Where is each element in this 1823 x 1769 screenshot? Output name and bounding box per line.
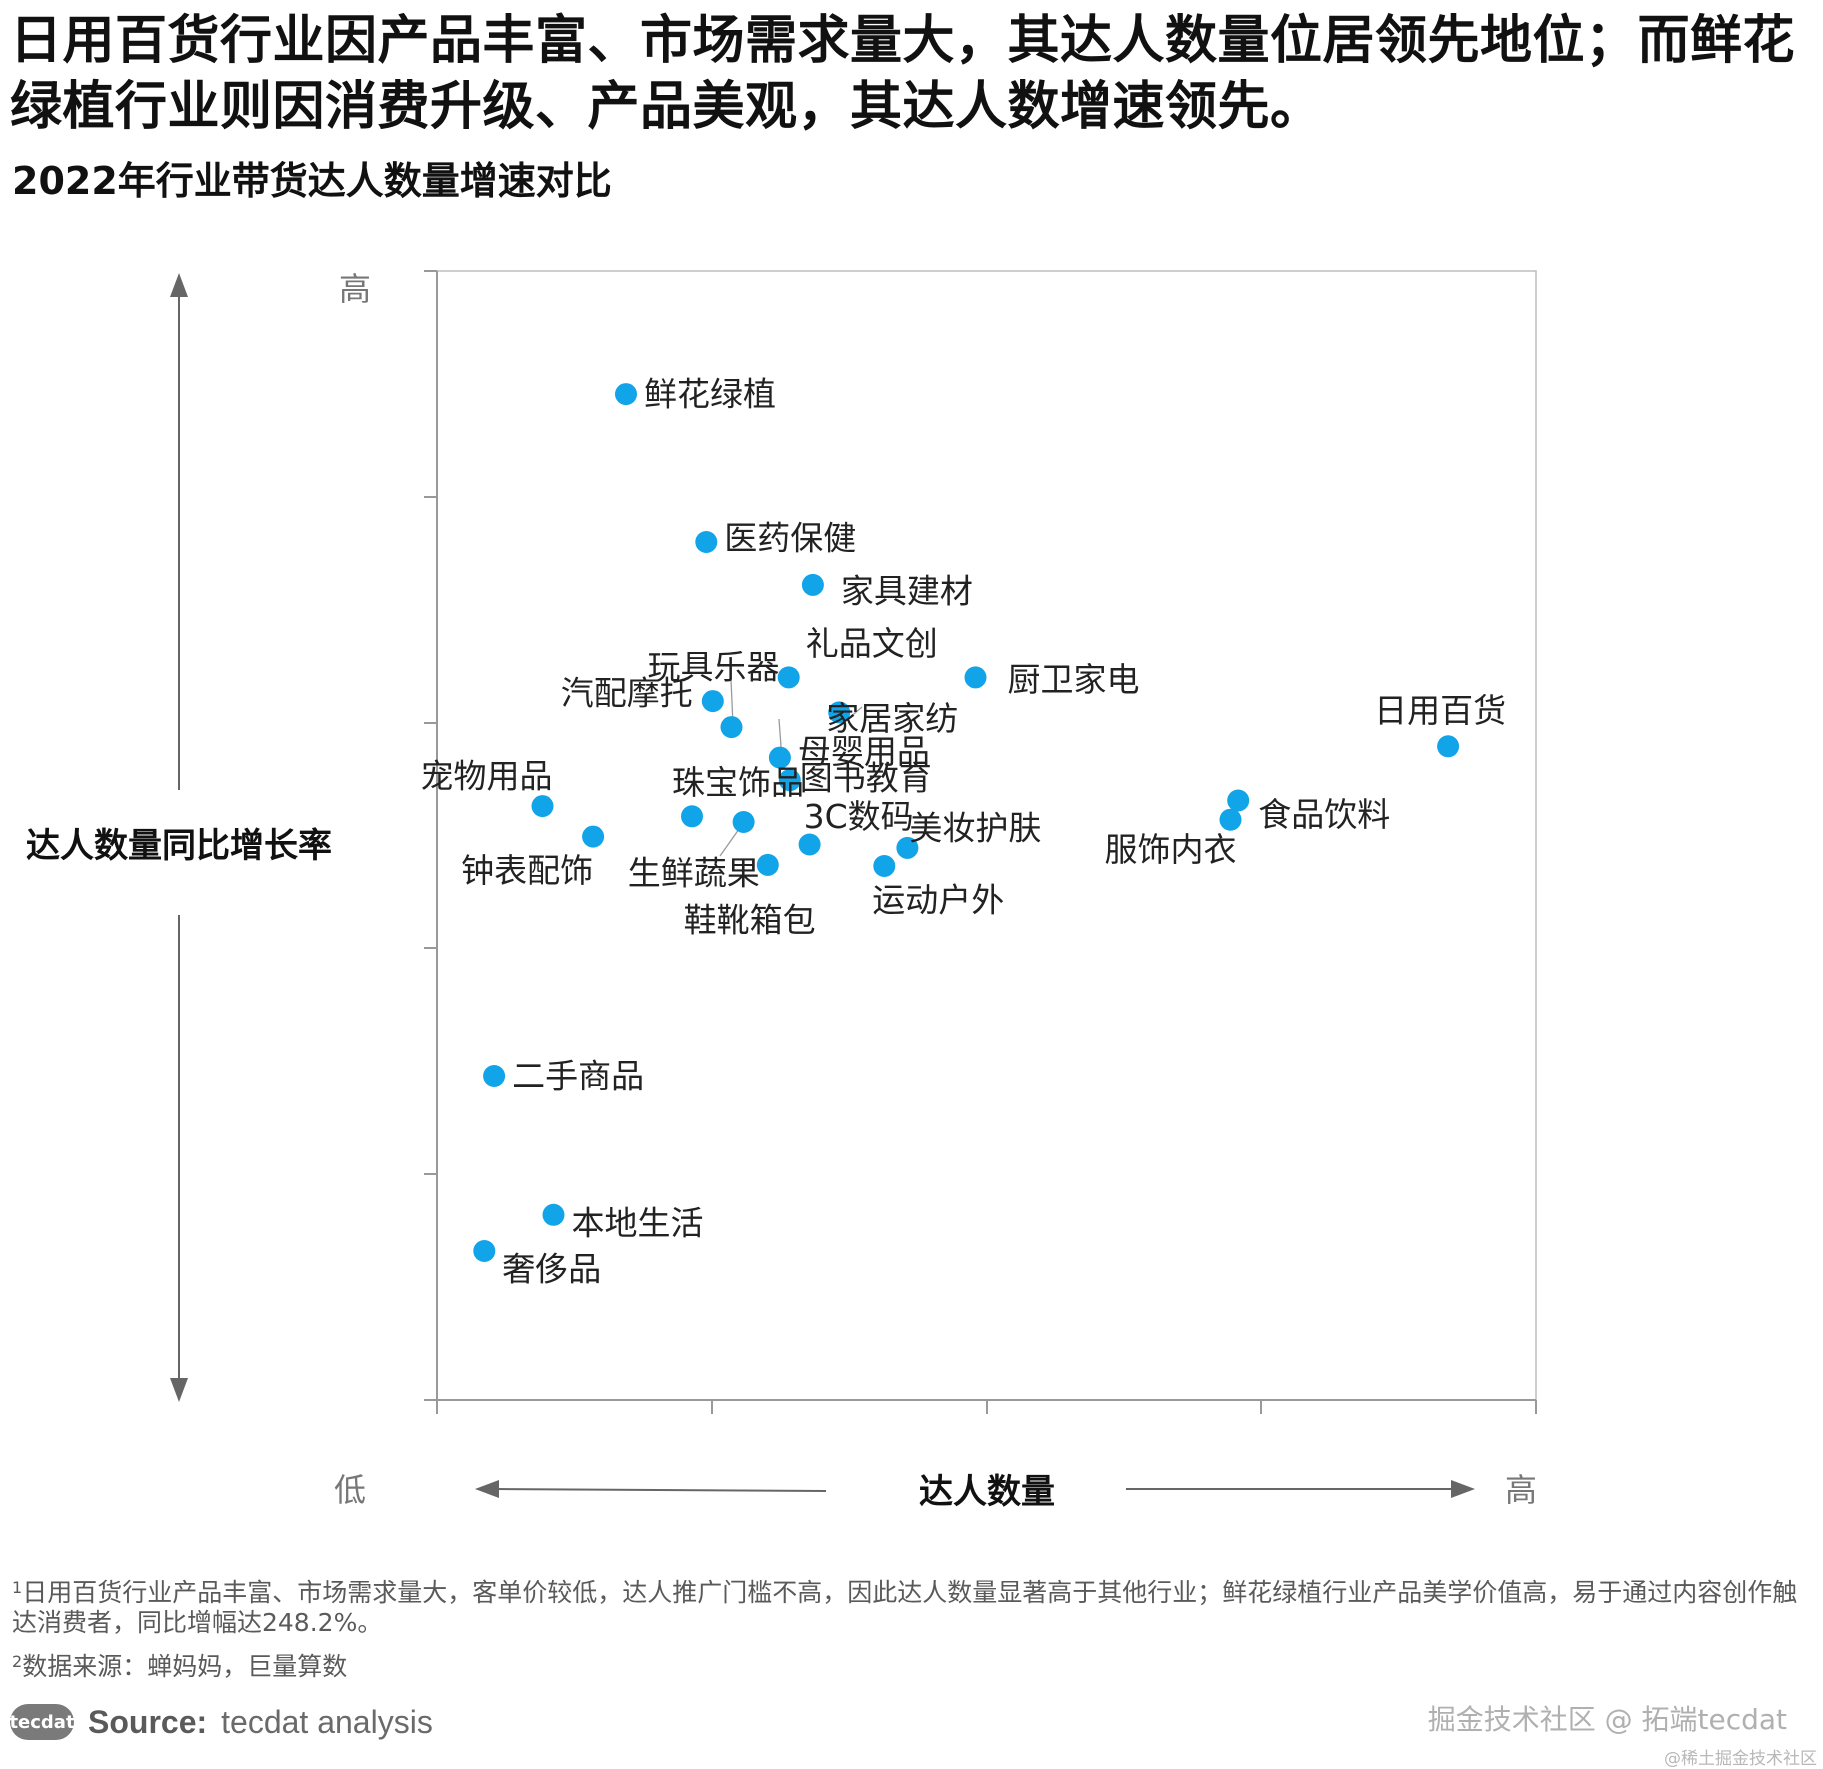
data-label: 母婴用品 (798, 732, 930, 771)
data-label: 3C数码 (804, 797, 914, 836)
data-point (1227, 789, 1250, 812)
data-point (798, 833, 821, 856)
data-label: 家居家纺 (826, 699, 958, 738)
data-label: 厨卫家电 (1008, 660, 1140, 699)
footnote-1-text: 日用百货行业产品丰富、市场需求量大，客单价较低，达人推广门槛不高，因此达人数量显… (12, 1578, 1798, 1637)
data-point (695, 531, 718, 553)
data-label: 礼品文创 (806, 624, 938, 663)
data-point (801, 573, 824, 596)
data-point (615, 383, 637, 406)
data-label: 日用百货 (1374, 691, 1506, 730)
x-axis-low-label: 低 (334, 1471, 366, 1509)
data-label: 宠物用品 (421, 757, 553, 796)
y-axis-high-label: 高 (339, 270, 371, 308)
data-point (531, 795, 554, 818)
y-axis-arrow (170, 273, 188, 1402)
data-label: 珠宝饰品 (672, 763, 804, 802)
tecdat-logo: tecdat (9, 1704, 75, 1740)
data-point (483, 1065, 506, 1087)
data-label: 生鲜蔬果 (628, 853, 760, 892)
x-axis-high-label: 高 (1505, 1471, 1537, 1509)
data-label: 汽配摩托 (561, 674, 693, 713)
footnote-2: 2数据来源：蝉妈妈，巨量算数 (12, 1652, 1812, 1682)
watermark: 掘金技术社区 @ 拓端tecdat (1427, 1703, 1787, 1736)
data-point (681, 805, 703, 828)
x-axis-label: 达人数量 (919, 1472, 1055, 1512)
y-axis-label: 达人数量同比增长率 (26, 826, 332, 866)
data-point (756, 853, 779, 876)
data-point (778, 769, 801, 792)
data-label: 本地生活 (572, 1203, 704, 1242)
data-point (542, 1203, 565, 1226)
x-ticks (436, 1400, 1537, 1414)
data-label: 服饰内衣 (1105, 830, 1237, 869)
data-point (473, 1240, 496, 1262)
data-label: 鞋靴箱包 (684, 901, 816, 940)
data-label: 鲜花绿植 (644, 375, 776, 414)
headline: 日用百货行业因产品丰富、市场需求量大，其达人数量位居领先地位；而鲜花绿植行业则因… (10, 11, 1796, 137)
data-point (701, 690, 724, 713)
data-label: 食品饮料 (1258, 795, 1390, 834)
data-point (1437, 735, 1460, 758)
data-point (768, 746, 791, 769)
data-label: 钟表配饰 (461, 851, 593, 890)
data-label: 运动户外 (872, 881, 1004, 920)
footnotes: 1日用百货行业产品丰富、市场需求量大，客单价较低，达人推广门槛不高，因此达人数量… (12, 1578, 1812, 1696)
source-text: tecdat analysis (221, 1703, 433, 1740)
footnote-1: 1日用百货行业产品丰富、市场需求量大，客单价较低，达人推广门槛不高，因此达人数量… (12, 1578, 1812, 1638)
y-ticks (424, 270, 437, 1401)
data-label: 二手商品 (512, 1057, 644, 1096)
chart-subtitle: 2022年行业带货达人数量增速对比 (12, 159, 612, 203)
footnote-1-marker: 1 (12, 1578, 23, 1597)
x-axis-arrow (475, 1480, 1475, 1498)
scatter-chart: 达人数量同比增长率 高 低 达人数量 高 鲜花绿植医药保健家具建材礼品文创厨卫家… (26, 270, 1537, 1512)
source-line: tecdat Source: tecdat analysis (9, 1700, 433, 1744)
footnote-2-marker: 2 (12, 1652, 23, 1671)
data-point (828, 701, 851, 724)
watermark-small: @稀土掘金技术社区 (1664, 1749, 1817, 1769)
data-point (964, 666, 987, 689)
data-label: 奢侈品 (502, 1250, 601, 1289)
data-point (582, 825, 605, 848)
source-label: Source: (88, 1703, 208, 1740)
data-point (732, 811, 755, 833)
data-label: 图书教育 (800, 759, 932, 798)
data-point (1219, 808, 1242, 831)
data-points (473, 383, 1460, 1262)
data-label: 玩具乐器 (648, 648, 780, 687)
data-point (873, 855, 896, 877)
data-point (720, 716, 743, 739)
data-point (777, 666, 800, 689)
data-label: 美妆护肤 (909, 808, 1041, 847)
data-label: 家具建材 (841, 571, 973, 610)
data-label: 医药保健 (724, 519, 856, 558)
footnote-2-text: 数据来源：蝉妈妈，巨量算数 (22, 1652, 348, 1681)
data-point (896, 836, 919, 859)
